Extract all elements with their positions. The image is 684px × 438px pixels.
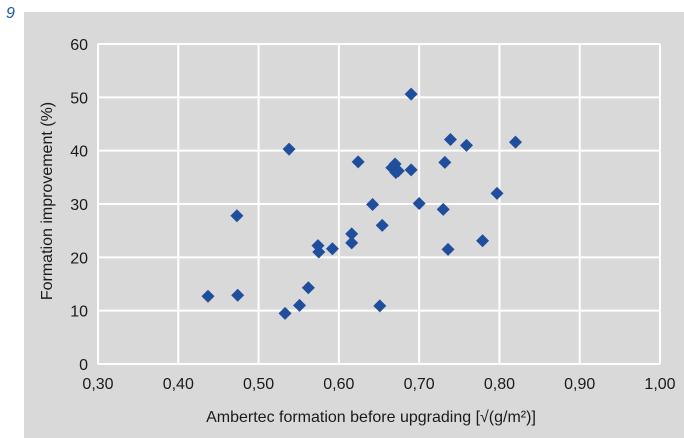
data-point-diamond xyxy=(438,155,452,169)
figure-number: 9 xyxy=(6,5,15,22)
x-tick-label: 0,40 xyxy=(163,376,194,393)
data-point-diamond xyxy=(391,164,405,178)
y-axis-title: Formation improvement (%) xyxy=(39,102,56,300)
data-point-diamond xyxy=(404,87,418,101)
data-point-diamond xyxy=(508,135,522,149)
data-point-diamond xyxy=(293,298,307,312)
x-tick-label: 0,90 xyxy=(564,376,595,393)
y-tick-label: 10 xyxy=(70,304,88,321)
data-point-diamond xyxy=(443,132,457,146)
y-tick-label: 30 xyxy=(70,197,88,214)
data-points xyxy=(201,87,522,320)
grid xyxy=(97,43,661,365)
data-point-diamond xyxy=(460,138,474,152)
x-tick-label: 0,70 xyxy=(404,376,435,393)
data-point-diamond xyxy=(404,163,418,177)
x-tick-label: 0,80 xyxy=(484,376,515,393)
x-tick-label: 0,30 xyxy=(82,376,113,393)
data-point-diamond xyxy=(375,218,389,232)
data-point-diamond xyxy=(476,234,490,248)
x-tick-label: 1,00 xyxy=(644,376,675,393)
y-tick-label: 40 xyxy=(70,144,88,161)
data-point-diamond xyxy=(441,242,455,256)
x-axis-ticks: 0,30 0,40 0,50 0,60 0,70 0,80 0,90 1,00 xyxy=(82,376,675,393)
data-point-diamond xyxy=(345,227,359,241)
y-tick-label: 0 xyxy=(79,357,88,374)
data-point-diamond xyxy=(351,155,365,169)
data-point-diamond xyxy=(373,299,387,313)
data-point-diamond xyxy=(282,142,296,156)
data-point-diamond xyxy=(278,306,292,320)
data-point-diamond xyxy=(490,186,504,200)
data-point-diamond xyxy=(366,198,380,212)
y-tick-label: 50 xyxy=(70,90,88,107)
data-point-diamond xyxy=(345,236,359,250)
data-point-diamond xyxy=(230,209,244,223)
data-point-diamond xyxy=(436,202,450,216)
x-tick-label: 0,50 xyxy=(243,376,274,393)
scatter-chart: 0,30 0,40 0,50 0,60 0,70 0,80 0,90 1,00 0 10 20 30… xyxy=(39,37,676,426)
data-point-diamond xyxy=(412,196,426,210)
data-point-diamond xyxy=(312,245,326,259)
y-tick-label: 60 xyxy=(70,37,88,54)
chart-panel: 0,30 0,40 0,50 0,60 0,70 0,80 0,90 1,00 0 10 20 30… xyxy=(24,12,684,438)
data-point-diamond xyxy=(325,242,339,256)
y-tick-label: 20 xyxy=(70,250,88,267)
x-tick-label: 0,60 xyxy=(323,376,354,393)
data-point-diamond xyxy=(231,288,245,302)
y-axis-ticks: 0 10 20 30 40 50 60 xyxy=(70,37,88,374)
data-point-diamond xyxy=(201,289,215,303)
x-axis-title: Ambertec formation before upgrading [√(g… xyxy=(206,409,536,426)
data-point-diamond xyxy=(301,281,315,295)
